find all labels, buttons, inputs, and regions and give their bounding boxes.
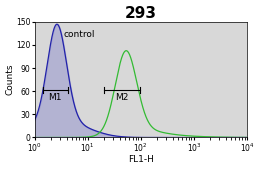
Text: M2: M2 — [115, 94, 128, 103]
Y-axis label: Counts: Counts — [5, 64, 15, 95]
Text: control: control — [64, 30, 95, 39]
Text: M1: M1 — [48, 94, 62, 103]
X-axis label: FL1-H: FL1-H — [128, 155, 154, 164]
Title: 293: 293 — [125, 6, 157, 21]
